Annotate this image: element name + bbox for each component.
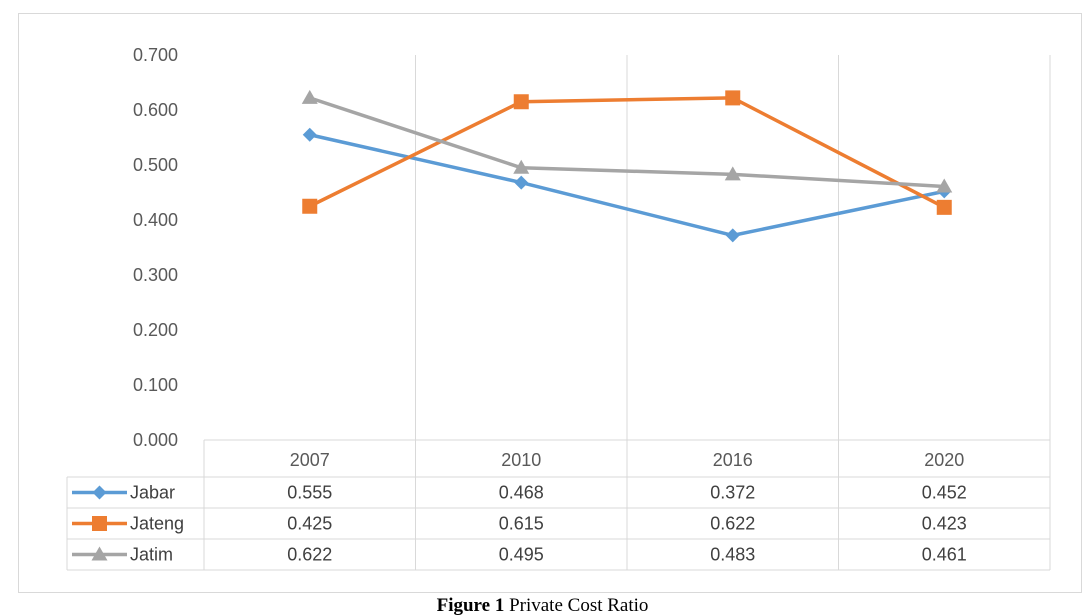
y-tick-label: 0.500 xyxy=(133,155,178,175)
figure-number: Figure 1 xyxy=(436,595,505,616)
legend-series-name: Jatim xyxy=(130,545,173,565)
data-point-jabar xyxy=(514,175,529,190)
y-tick-label: 0.000 xyxy=(133,430,178,450)
data-table-value: 0.622 xyxy=(710,514,755,534)
figure-caption-text: Private Cost Ratio xyxy=(509,595,649,616)
data-table-value: 0.423 xyxy=(922,514,967,534)
data-table-value: 0.468 xyxy=(499,483,544,503)
data-table-value: 0.372 xyxy=(710,483,755,503)
data-table-value: 0.461 xyxy=(922,545,967,565)
data-point-jatim xyxy=(513,159,530,174)
legend-key-marker xyxy=(92,516,107,531)
grid-layer: 0.000 0.100 0.200 0.300 0.400 0.500 0.600 0.700 xyxy=(133,45,1051,570)
legend-series-name: Jabar xyxy=(130,483,175,503)
y-tick-label: 0.400 xyxy=(133,210,178,230)
y-tick-label: 0.300 xyxy=(133,265,178,285)
data-table-value: 0.622 xyxy=(287,545,332,565)
data-point-jatim xyxy=(724,166,741,181)
data-point-jatim xyxy=(301,89,318,104)
y-tick-label: 0.600 xyxy=(133,100,178,120)
line-chart: 0.000 0.100 0.200 0.300 0.400 0.500 0.600 0.700… xyxy=(66,45,1051,571)
data-table-value: 0.483 xyxy=(710,545,755,565)
legend-key-marker xyxy=(92,485,107,500)
x-category-label: 2010 xyxy=(501,450,541,470)
data-table-value: 0.495 xyxy=(499,545,544,565)
data-point-jateng xyxy=(302,198,318,214)
x-category-label: 2007 xyxy=(290,450,330,470)
data-point-jabar xyxy=(725,228,740,243)
series-layer xyxy=(301,89,953,243)
data-table-value: 0.425 xyxy=(287,514,332,534)
data-table: 2007 2010 2016 2020 Jabar 0.555 0.468 0.372 0.45… xyxy=(66,440,1050,571)
figure-caption: Figure 1 Private Cost Ratio xyxy=(0,596,1085,616)
y-tick-label: 0.100 xyxy=(133,375,178,395)
series-line-jatim xyxy=(309,96,945,189)
chart-frame xyxy=(18,13,1082,593)
x-category-label: 2020 xyxy=(924,450,964,470)
x-category-label: 2016 xyxy=(713,450,753,470)
series-line-jabar xyxy=(309,133,945,238)
data-point-jatim xyxy=(936,178,953,193)
legend-series-name: Jateng xyxy=(130,514,184,534)
data-table-value: 0.452 xyxy=(922,483,967,503)
y-tick-label: 0.200 xyxy=(133,320,178,340)
data-point-jateng xyxy=(936,199,952,215)
legend-key-marker xyxy=(91,546,108,561)
data-point-jateng xyxy=(725,90,741,106)
y-tick-label: 0.700 xyxy=(133,45,178,65)
data-table-value: 0.555 xyxy=(287,483,332,503)
data-table-value: 0.615 xyxy=(499,514,544,534)
data-point-jabar xyxy=(302,127,317,142)
series-line-jateng xyxy=(308,96,946,209)
data-point-jateng xyxy=(513,94,529,110)
